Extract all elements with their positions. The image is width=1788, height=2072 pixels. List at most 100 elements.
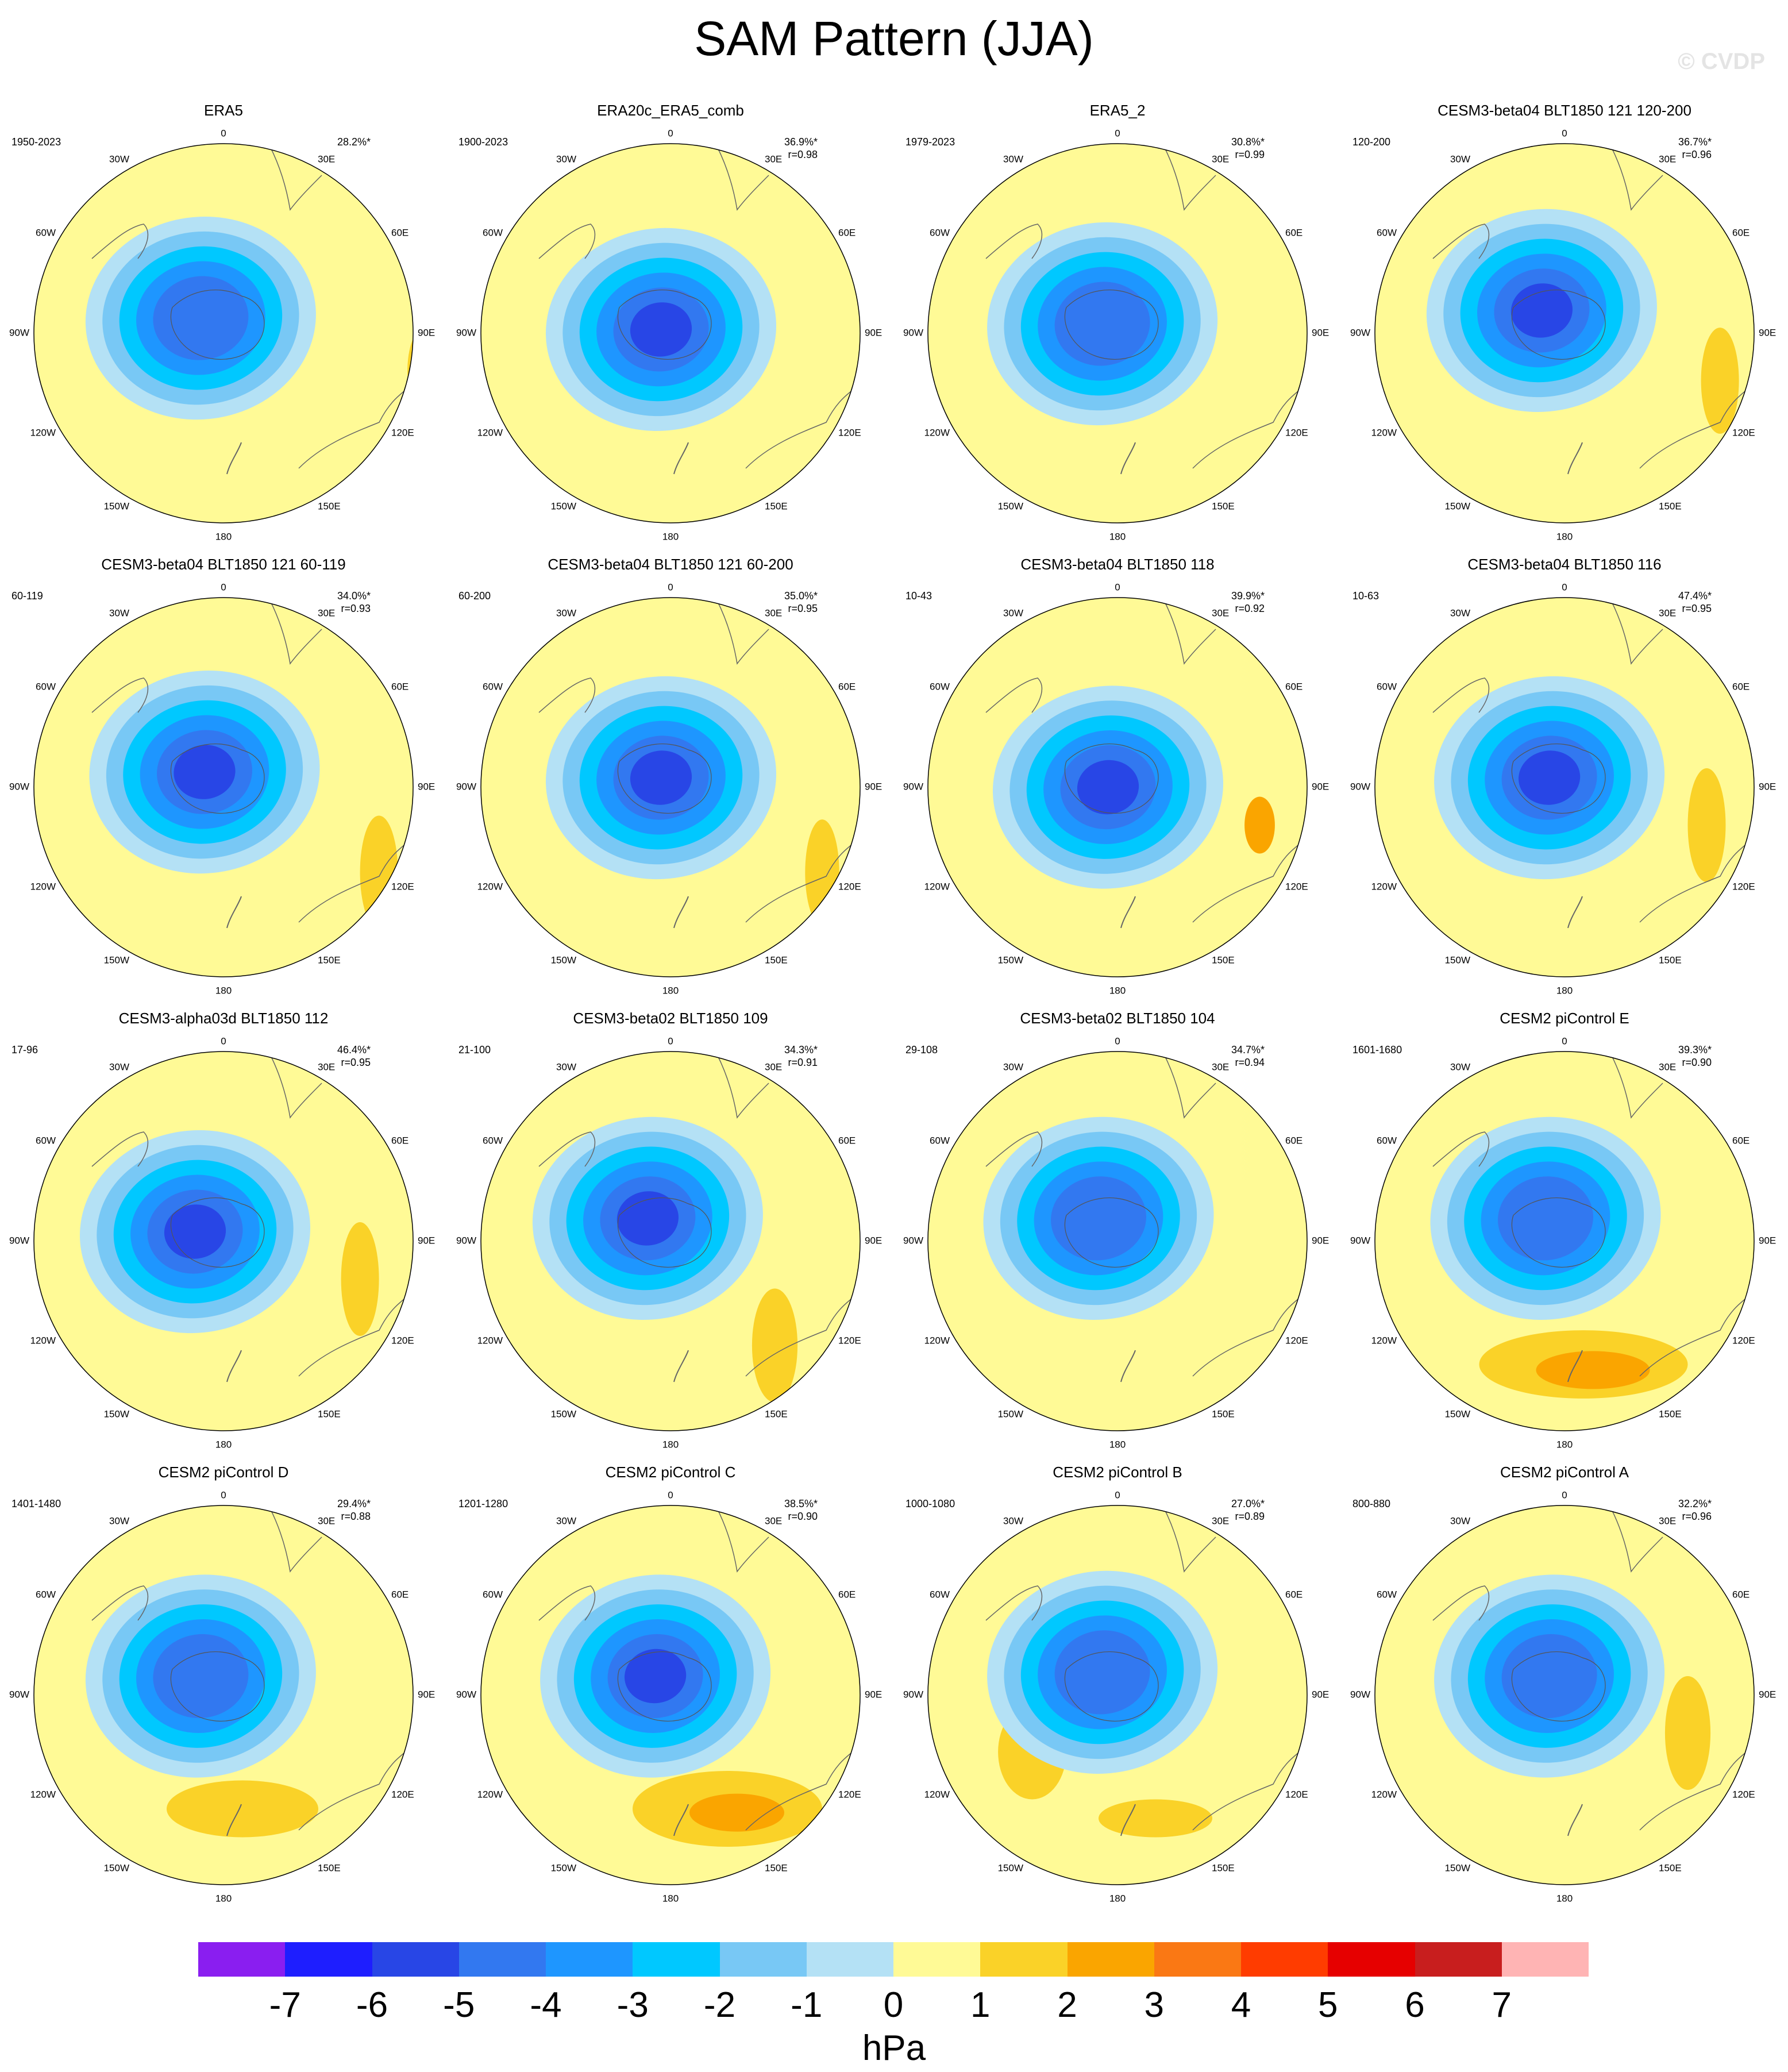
longitude-tick-label: 0 (221, 1035, 226, 1046)
new-zealand-coastline (226, 442, 242, 475)
map-border (480, 1505, 861, 1885)
year-range-label: 21-100 (458, 1044, 491, 1056)
colorbar-tick-label: 1 (970, 1985, 991, 2025)
south-america-coastline (985, 1585, 1043, 1621)
longitude-tick-label: 0 (1115, 1489, 1120, 1500)
south-america-coastline (91, 1585, 149, 1621)
year-range-label: 1950-2023 (11, 136, 61, 148)
map-border (33, 1051, 414, 1431)
variance-percent-label: 36.9%* (784, 136, 818, 148)
africa-coastline (716, 1508, 769, 1573)
africa-coastline (716, 1054, 769, 1119)
negative-anomaly-contour (1498, 1176, 1593, 1261)
colorbar-box (980, 1942, 1068, 1977)
longitude-tick-label: 60E (1285, 227, 1303, 238)
map-border (927, 1051, 1308, 1431)
colorbar-box (1328, 1942, 1415, 1977)
longitude-tick-label: 90W (456, 1689, 476, 1700)
longitude-tick-label: 150W (998, 500, 1023, 511)
year-range-label: 1201-1280 (458, 1498, 508, 1509)
longitude-tick-label: 150E (765, 1408, 788, 1419)
panel-title: CESM3-beta04 BLT1850 116 (1467, 556, 1662, 573)
australia-coastline (745, 1295, 856, 1377)
antarctica-coastline (1511, 1197, 1606, 1268)
colorbar (198, 1942, 1589, 1977)
variance-percent-label: 46.4%* (337, 1044, 371, 1056)
new-zealand-coastline (673, 896, 689, 929)
pattern-correlation-label: r=0.88 (341, 1511, 371, 1522)
longitude-tick-label: 120E (1285, 1789, 1308, 1800)
longitude-tick-label: 60E (1732, 227, 1750, 238)
antarctica-coastline (170, 1197, 265, 1268)
longitude-tick-label: 30E (318, 153, 335, 164)
australia-coastline (745, 1749, 856, 1831)
new-zealand-coastline (1567, 896, 1583, 929)
longitude-tick-label: 120E (1732, 1789, 1755, 1800)
australia-coastline (1192, 841, 1303, 923)
longitude-tick-label: 0 (221, 1489, 226, 1500)
longitude-tick-label: 60E (1732, 1135, 1750, 1146)
longitude-tick-label: 120E (1732, 1335, 1755, 1346)
longitude-tick-label: 30W (1450, 153, 1470, 164)
longitude-tick-label: 180 (1109, 985, 1126, 996)
longitude-tick-label: 90E (865, 781, 882, 792)
new-zealand-coastline (1567, 1350, 1583, 1382)
variance-percent-label: 34.3%* (784, 1044, 818, 1056)
longitude-tick-label: 120E (838, 1335, 861, 1346)
polar-map: 0 30W 30E 60W 60E 90W 90E 120W 120E 150W 150E 180 10… (903, 1489, 1329, 1904)
longitude-tick-label: 180 (1556, 531, 1573, 542)
map-panel: ERA5_2 0 30W 30E 60W 60E 90W 90E 120W 120E 150W 150… (894, 101, 1341, 554)
longitude-tick-label: 30E (765, 153, 782, 164)
longitude-tick-label: 90E (1312, 781, 1329, 792)
colorbar-box (458, 1942, 546, 1977)
longitude-tick-label: 90E (1312, 1235, 1329, 1246)
longitude-tick-label: 150E (1212, 500, 1235, 511)
longitude-tick-label: 90W (456, 1235, 476, 1246)
positive-anomaly-contour (341, 1222, 379, 1336)
longitude-tick-label: 150W (551, 954, 576, 965)
longitude-tick-label: 30E (1659, 607, 1676, 618)
new-zealand-coastline (1120, 896, 1136, 929)
year-range-label: 29-108 (905, 1044, 938, 1056)
colorbar-box (893, 1942, 981, 1977)
longitude-tick-label: 90W (1350, 1689, 1370, 1700)
longitude-tick-label: 60W (930, 227, 950, 238)
map-panel: CESM3-beta02 BLT1850 104 0 30W 30E 60W 60E 90W… (894, 1008, 1341, 1462)
longitude-tick-label: 180 (1556, 1893, 1573, 1904)
positive-anomaly-contour (167, 1780, 318, 1838)
map-border (1374, 597, 1755, 977)
longitude-tick-label: 120W (924, 881, 950, 892)
map-border (1374, 1051, 1755, 1431)
map-panel: CESM2 piControl E 0 30W 30E 60W 60E 90W 90E 120W… (1341, 1008, 1788, 1462)
longitude-tick-label: 120W (1371, 881, 1397, 892)
map-panel: CESM3-beta04 BLT1850 118 0 30W 30E 60W 60E 90W… (894, 554, 1341, 1008)
pattern-correlation-label: r=0.93 (341, 603, 371, 614)
africa-coastline (1163, 1508, 1216, 1573)
year-range-label: 800-880 (1352, 1498, 1390, 1509)
map-border (33, 1505, 414, 1885)
positive-anomaly-contour (125, 436, 246, 489)
longitude-tick-label: 90W (456, 781, 476, 792)
new-zealand-coastline (1120, 1350, 1136, 1382)
longitude-tick-label: 60W (1377, 1135, 1397, 1146)
pattern-correlation-label: r=0.95 (788, 603, 818, 614)
longitude-tick-label: 120W (30, 881, 56, 892)
longitude-tick-label: 90W (903, 327, 923, 338)
south-america-coastline (985, 677, 1043, 713)
longitude-tick-label: 30E (1212, 607, 1229, 618)
map-panel: CESM3-beta04 BLT1850 116 0 30W 30E 60W 60E 90W… (1341, 554, 1788, 1008)
longitude-tick-label: 120W (1371, 1789, 1397, 1800)
year-range-label: 1401-1480 (11, 1498, 61, 1509)
pattern-correlation-label: r=0.99 (1235, 149, 1265, 160)
antarctica-coastline (1064, 290, 1159, 360)
longitude-tick-label: 150E (1659, 1408, 1682, 1419)
panel-title: CESM3-beta04 BLT1850 121 60-119 (101, 556, 346, 573)
polar-map: 0 30W 30E 60W 60E 90W 90E 120W 120E 150W 150E 180 60… (9, 581, 435, 996)
antarctica-coastline (1064, 744, 1159, 814)
year-range-label: 120-200 (1352, 136, 1390, 148)
panel-title: CESM2 piControl B (1053, 1464, 1182, 1481)
longitude-tick-label: 180 (662, 1893, 679, 1904)
polar-map: 0 30W 30E 60W 60E 90W 90E 120W 120E 150W 150E 180 14… (9, 1489, 435, 1904)
colorbar-box (1501, 1942, 1589, 1977)
longitude-tick-label: 0 (1562, 1035, 1567, 1046)
